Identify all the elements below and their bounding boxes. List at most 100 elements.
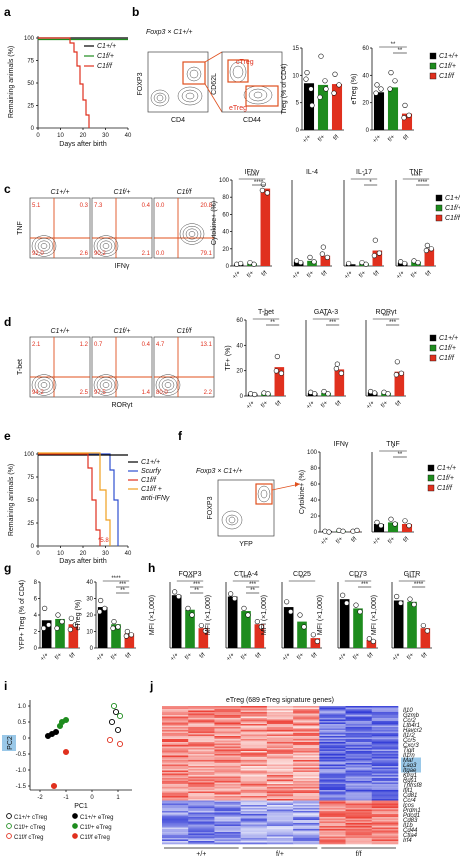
panel-c-genotype-label: C1+/+ [50,189,69,196]
panel-j-heat-cell [345,836,373,839]
panel-h-bar-4-ylabel: MFI (×1,000) [371,595,378,635]
panel-j-group-label: f/f [356,851,362,858]
panel-b-legend-entry: C1f/f [439,73,455,80]
panel-d-bar-1-point [312,391,318,397]
panel-j-heat-cell [371,826,399,828]
panel-j-heat-cell [371,728,399,731]
panel-d-legend-swatch [429,344,437,352]
panel-j-heat-cell [240,823,268,825]
panel-a-ytick-label: 25 [27,104,34,110]
panel-c-bar-2-sig: * [369,180,372,186]
panel-j-heat-cell [240,763,268,765]
panel-j-heat-cell [266,739,294,741]
panel-d-bar-2-point [394,359,400,365]
panel-j-heat-cell [319,751,346,753]
panel-j-heat-cell [188,811,215,813]
panel-j-heat-cell [162,709,189,711]
panel-d-bar-2-point [393,372,399,378]
panel-d-bar-0-ylabel: TF+ (%) [225,345,232,370]
panel-j-heat-cell [345,778,373,780]
panel-e-ytick-label: 25 [27,521,34,527]
panel-j-heat-cell [371,710,399,713]
panel-j-heat-cell [293,718,320,720]
panel-j-gene-label: Il1r2 [403,733,415,739]
panel-j-heat-cell [188,769,215,771]
panel-j-heat-cell [345,785,373,788]
panel-j-heat-cell [345,826,373,828]
panel-c-quadrant-lr: 79.1 [200,251,212,257]
panel-j-heat-cell [214,776,241,779]
panel-j-heat-cell [188,728,215,731]
panel-j-heat-cell [240,833,268,836]
panel-h-bar-0-group-label: f/f [199,652,207,660]
panel-j-heat-cell [266,715,294,717]
panel-c-bar-0-bar [260,188,271,266]
panel-j-heat-cell [240,764,268,767]
panel-j-heat-cell [345,763,373,765]
panel-j-heat-cell [319,820,346,822]
panel-j-heat-cell [319,746,346,749]
panel-d-bar-0-ytick-label: 40 [236,343,243,349]
panel-j-heat-cell [293,800,320,803]
panel-j-heat-cell [188,746,215,749]
panel-j-heat-cell [319,797,346,800]
panel-j-heat-cell [162,761,189,764]
panel-j-heat-cell [162,802,189,804]
panel-j-heat-cell [293,770,320,773]
panel-j-heat-cell [345,730,373,732]
panel-j-heat-cell [293,803,320,806]
panel-j-heat-cell [319,755,346,758]
panel-f-bar-1-sig: ** [398,452,403,458]
panel-d-contour [164,382,172,388]
panel-j-heat-cell [188,830,215,833]
panel-j-heat-cell [293,713,320,716]
panel-j-heat-cell [345,809,373,812]
panel-j-heat-cell [188,739,215,741]
panel-b-bar2-point [392,78,398,84]
panel-d-bar-2-point [372,390,378,396]
panel-j-heat-cell [293,833,320,836]
panel-j-heat-cell [293,796,320,798]
panel-j-heat-cell [371,811,399,813]
panel-g-bar1-ytick-label: 2 [34,630,38,636]
panel-j-heat-cell [319,838,346,840]
panel-g-bar1-group-label: f/f [69,652,77,660]
panel-j-heat-cell [214,778,241,780]
panel-j-heat-cell [266,712,294,714]
panel-j-heat-cell [266,772,294,774]
panel-b-bar1-point [332,71,338,77]
panel-j-heat-cell [345,797,373,800]
panel-a-legend-entry: C1f/+ [97,53,114,60]
panel-j-heat-cell [266,719,294,722]
panel-j-heat-cell [345,793,373,795]
panel-b-flow: Foxp3 × C1+/+ FOXP3 CD4 CD62L CD44 cTreg… [137,29,283,124]
panel-j-heat-cell [188,742,215,744]
panel-j-heat-cell [319,841,346,843]
panel-j-heat-cell [371,760,399,762]
panel-j-heat-cell [214,770,241,773]
panel-j-heat-cell [371,818,399,821]
panel-d-bar-0-title: T-bet [258,309,274,316]
panel-j-heat-cell [319,757,346,759]
panel-j-heat-cell [162,818,189,821]
panel-j-heat-cell [188,832,215,834]
panel-i-ytick-label: -0.5 [16,752,27,758]
panel-j-heat-cell [345,800,373,803]
panel-i-legend-entry: C1f/f eTreg [80,835,110,841]
panel-b-bar1-point [303,76,309,82]
panel-j-heat-cell [162,815,189,818]
panel-j-heat-cell [293,712,320,714]
panel-j-heat-cell [319,739,346,741]
panel-j-heat-cell [319,842,346,845]
panel-j-heat-cell [240,803,268,806]
panel-j-heat-cell [214,706,241,708]
panel-j-heat-cell [240,713,268,716]
panel-label-a: a [4,5,11,19]
panel-j-heat-cell [371,758,399,761]
panel-j-heat-cell [345,821,373,824]
panel-h-bar-4-sig: **** [407,576,417,582]
panel-j-heat-cell [162,766,189,768]
panel-j-heat-cell [293,766,320,768]
panel-h-bar-1-point [254,618,260,625]
panel-j-heat-cell [345,823,373,825]
